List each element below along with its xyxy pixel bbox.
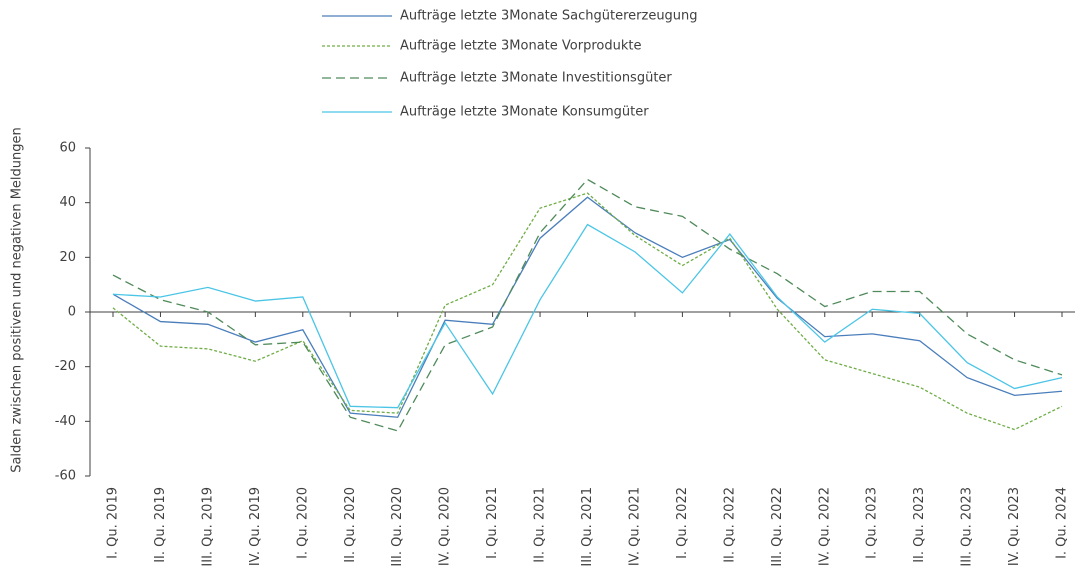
x-tick-label: III. Qu. 2021: [580, 487, 595, 567]
x-tick-label: IV. Qu. 2022: [817, 487, 832, 566]
x-tick-label: III. Qu. 2022: [770, 487, 785, 567]
x-tick-label: II. Qu. 2022: [722, 487, 737, 563]
y-tick-label: 0: [68, 305, 76, 320]
x-tick-label: III. Qu. 2019: [200, 487, 215, 567]
y-tick-label: 40: [59, 195, 76, 210]
x-tick-label: IV. Qu. 2021: [627, 487, 642, 566]
x-tick-label: II. Qu. 2019: [153, 487, 168, 563]
x-tick-label: III. Qu. 2020: [390, 487, 405, 567]
x-tick-label: IV. Qu. 2020: [438, 487, 453, 566]
x-tick-label: IV. Qu. 2019: [248, 487, 263, 566]
legend-label: Aufträge letzte 3Monate Konsumgüter: [400, 105, 649, 120]
series-line: [112, 196, 1063, 418]
y-tick-label: 20: [59, 250, 76, 265]
x-tick-label: III. Qu. 2023: [960, 487, 975, 567]
x-tick-label: II. Qu. 2020: [343, 487, 358, 563]
y-tick-label: -60: [55, 469, 76, 484]
y-axis-label: Salden zwischen positiven und negativen …: [10, 127, 25, 473]
series-line: [112, 223, 1063, 409]
y-tick-label: -40: [55, 414, 76, 429]
x-tick-label: I. Qu. 2020: [295, 487, 310, 559]
y-tick-label: 60: [59, 141, 76, 156]
x-tick-label: I. Qu. 2019: [106, 487, 121, 559]
series-line: [112, 192, 1063, 431]
x-tick-label: I. Qu. 2022: [675, 487, 690, 559]
x-tick-label: I. Qu. 2024: [1055, 487, 1070, 559]
legend-label: Aufträge letzte 3Monate Vorprodukte: [400, 39, 641, 54]
legend-label: Aufträge letzte 3Monate Investitionsgüte…: [400, 71, 672, 86]
x-tick-label: IV. Qu. 2023: [1007, 487, 1022, 566]
series-line: [112, 178, 1063, 432]
x-tick-label: II. Qu. 2023: [912, 487, 927, 563]
y-tick-label: -20: [55, 359, 76, 374]
x-tick-label: I. Qu. 2021: [485, 487, 500, 559]
x-tick-label: I. Qu. 2023: [865, 487, 880, 559]
x-tick-label: II. Qu. 2021: [533, 487, 548, 563]
legend-label: Aufträge letzte 3Monate Sachgütererzeugu…: [400, 9, 698, 24]
